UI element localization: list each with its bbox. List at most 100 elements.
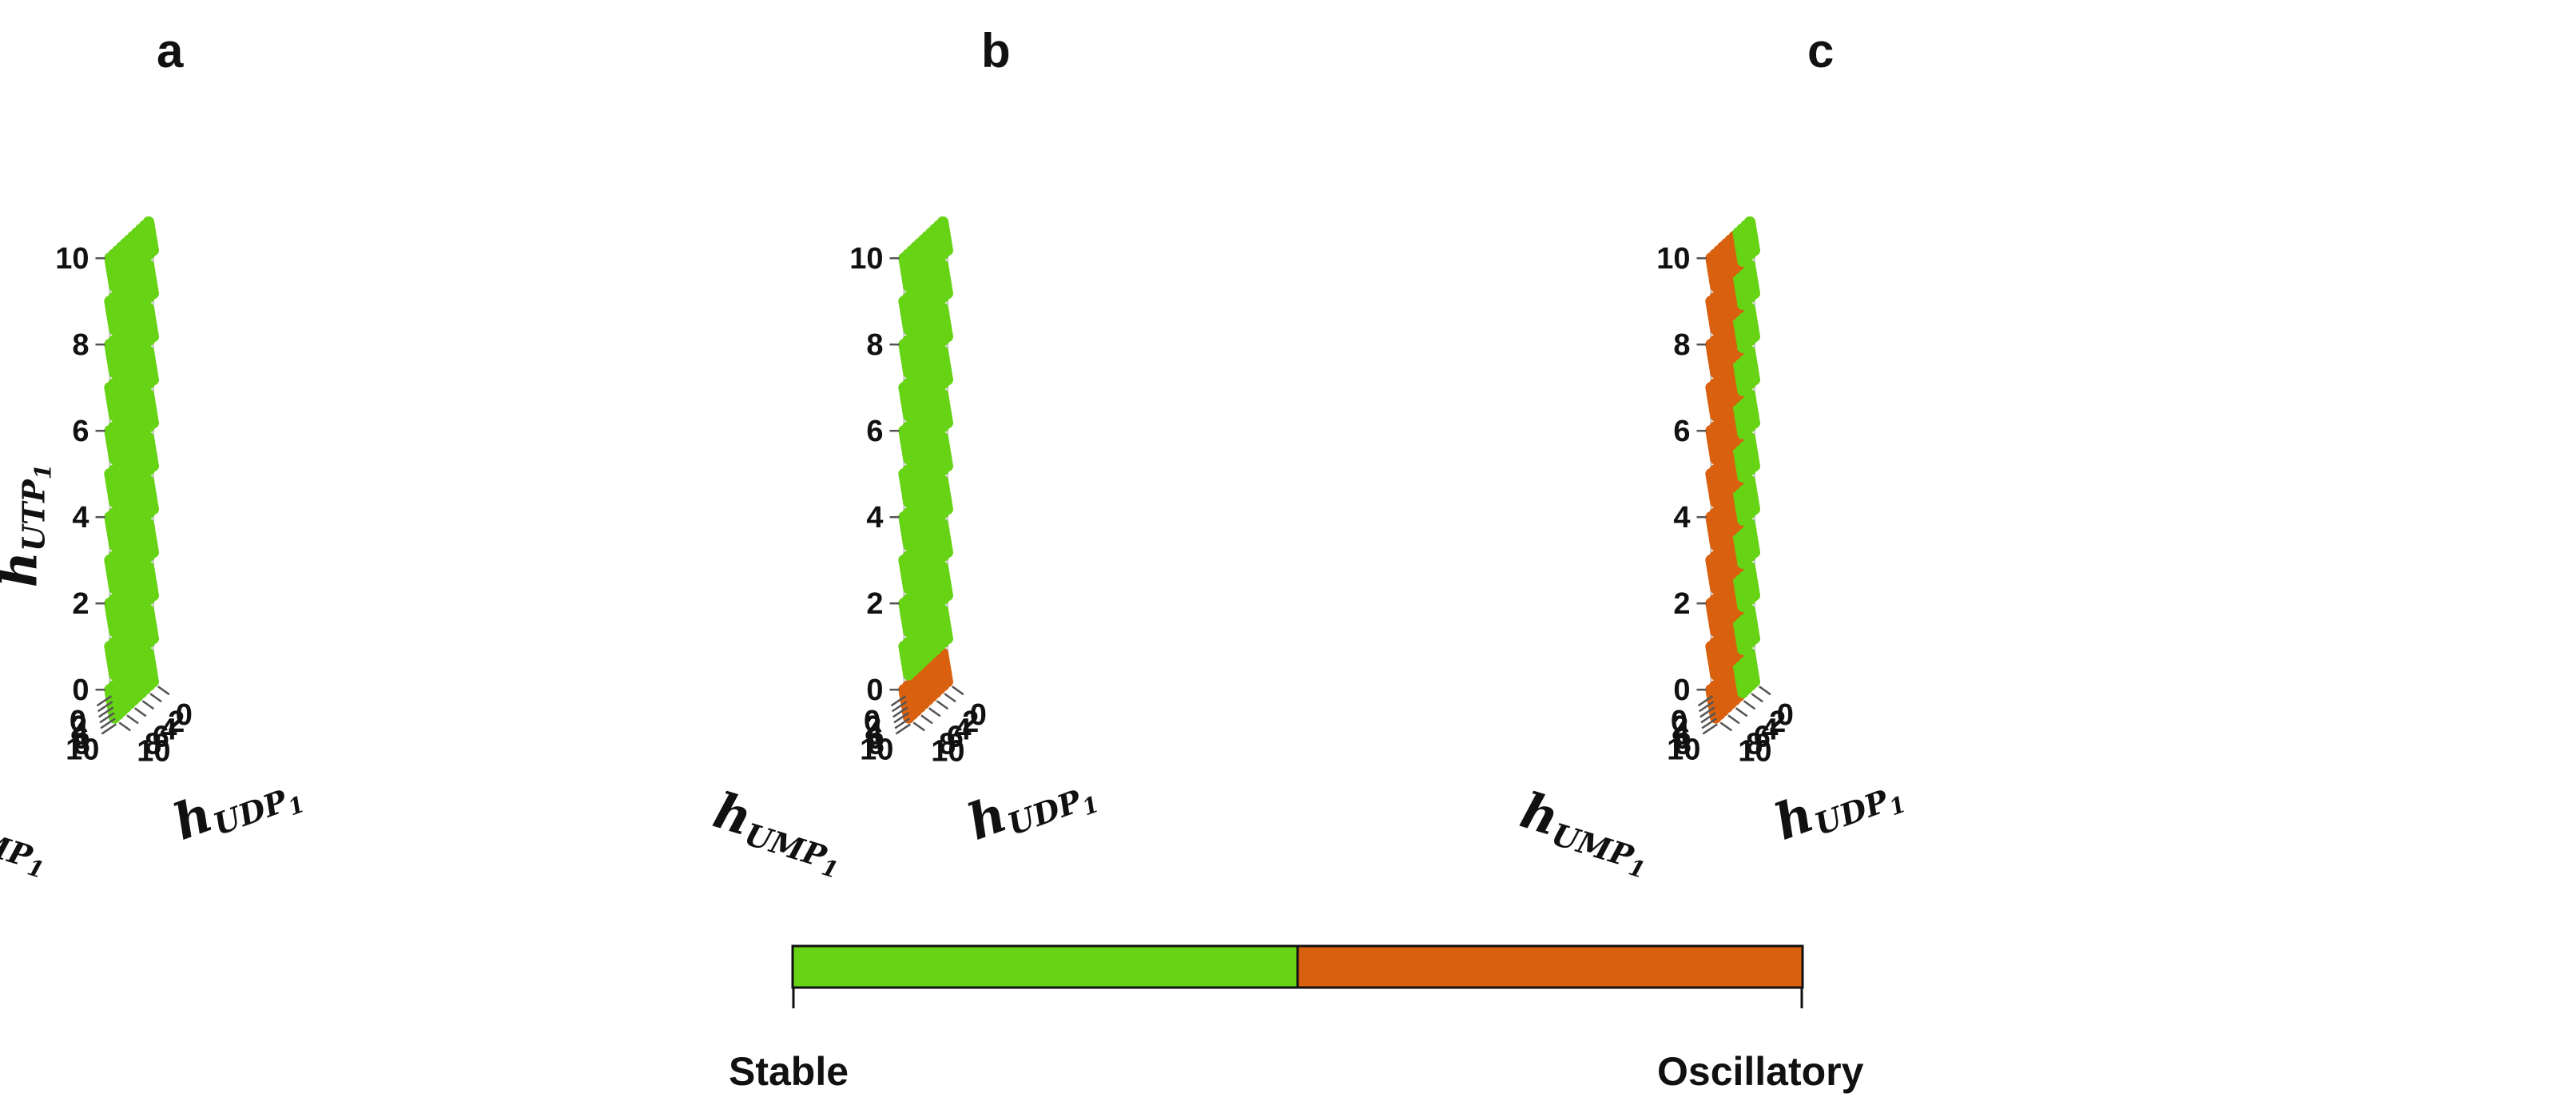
z-tick-label: 6 <box>1673 415 1690 448</box>
z-axis-label: hUTP1 <box>0 464 57 588</box>
point-stable <box>147 374 159 386</box>
x-tick-label: 0 <box>70 705 86 738</box>
tick-mark <box>118 721 132 732</box>
x-tick-label: 8 <box>1675 727 1691 761</box>
z-tick-label: 6 <box>72 415 89 448</box>
tick-mark <box>1735 707 1748 717</box>
point-stable <box>941 547 954 558</box>
x-tick-label: 2 <box>865 710 881 744</box>
data-points <box>898 216 954 724</box>
point-stable <box>1748 460 1760 472</box>
x-tick-label: 6 <box>72 721 89 755</box>
y-tick-label: 0 <box>176 698 193 732</box>
point-stable <box>147 590 159 602</box>
data-points <box>104 216 159 724</box>
x-tick-label: 6 <box>866 721 883 755</box>
y-tick-label: 2 <box>1769 706 1786 739</box>
tick-mark <box>928 707 941 717</box>
tick-mark <box>1698 701 1715 713</box>
y-tick-label: 4 <box>160 713 177 746</box>
point-stable <box>1748 633 1760 645</box>
point-stable <box>941 503 954 515</box>
point-stable <box>1748 676 1760 688</box>
panels: 024681002468100246810ahUMP1hUDP1hUTP1024… <box>0 24 1910 884</box>
z-tick-label: 4 <box>1673 501 1690 535</box>
point-stable <box>147 676 159 688</box>
tick-mark <box>157 686 170 696</box>
y-tick-label: 0 <box>970 698 987 732</box>
y-tick-label: 2 <box>962 706 979 739</box>
colorbar-oscillatory-segment <box>1296 944 1804 989</box>
tick-mark <box>892 706 908 718</box>
point-stable <box>941 417 954 429</box>
tick-mark <box>1701 717 1717 729</box>
y-tick-label: 4 <box>1761 713 1778 746</box>
panel-label: a <box>157 24 184 78</box>
y-axis-label: hUDP1 <box>1767 753 1910 859</box>
tick-mark <box>912 721 926 732</box>
data-points <box>1705 216 1760 724</box>
z-tick-label: 0 <box>866 674 883 707</box>
tick-mark <box>1697 695 1714 707</box>
tick-mark <box>1702 723 1718 735</box>
tick-mark <box>1727 714 1740 725</box>
tick-mark <box>99 712 115 724</box>
x-tick-label: 6 <box>1673 721 1690 755</box>
x-tick-label: 10 <box>860 733 893 766</box>
x-tick-label: 4 <box>1672 716 1689 749</box>
tick-mark <box>1699 706 1715 718</box>
x-tick-label: 8 <box>868 727 885 761</box>
point-stable <box>941 331 954 343</box>
tick-mark <box>1700 712 1716 724</box>
point-stable <box>941 633 954 645</box>
point-stable <box>941 288 954 300</box>
tick-mark <box>133 707 147 717</box>
point-stable <box>147 331 159 343</box>
y-axis-label: hUDP1 <box>960 753 1103 859</box>
tick-mark <box>1719 721 1733 732</box>
tick-mark <box>100 717 116 729</box>
point-stable <box>1748 288 1760 300</box>
z-tick-label: 2 <box>1673 587 1690 621</box>
point-stable <box>1748 331 1760 343</box>
point-stable <box>147 547 159 558</box>
point-stable <box>147 503 159 515</box>
y-tick-label: 8 <box>1746 727 1763 761</box>
panel-label: b <box>981 24 1011 78</box>
x-tick-label: 4 <box>71 716 88 749</box>
z-tick-label: 2 <box>866 587 883 621</box>
colorbar-legend: Stable Oscillatory <box>729 944 1864 1094</box>
colorbar-stable-label: Stable <box>729 1049 849 1094</box>
tick-mark <box>893 712 909 724</box>
tick-mark <box>149 693 162 703</box>
x-axis-label: hUMP1 <box>705 781 853 884</box>
point-stable <box>147 633 159 645</box>
z-tick-label: 10 <box>1656 242 1690 276</box>
z-tick-label: 8 <box>1673 328 1690 362</box>
z-tick-label: 6 <box>866 415 883 448</box>
tick-mark <box>891 701 908 713</box>
y-tick-label: 10 <box>931 734 964 768</box>
point-stable <box>147 460 159 472</box>
point-stable <box>941 590 954 602</box>
tick-mark <box>890 695 907 707</box>
point-stable <box>147 244 159 256</box>
x-tick-label: 2 <box>1672 710 1688 744</box>
z-tick-label: 4 <box>866 501 883 535</box>
point-oscillatory <box>941 676 954 688</box>
tick-mark <box>97 701 113 713</box>
point-stable <box>941 460 954 472</box>
point-stable <box>1748 417 1760 429</box>
tick-mark <box>936 700 949 710</box>
tick-mark <box>98 706 114 718</box>
x-tick-label: 8 <box>74 727 90 761</box>
colorbar-stable-segment <box>791 944 1299 989</box>
x-tick-label: 10 <box>66 733 99 766</box>
x-tick-label: 10 <box>1667 733 1700 766</box>
tick-mark <box>1759 686 1771 696</box>
y-tick-label: 4 <box>954 713 971 746</box>
z-tick-label: 8 <box>866 328 883 362</box>
